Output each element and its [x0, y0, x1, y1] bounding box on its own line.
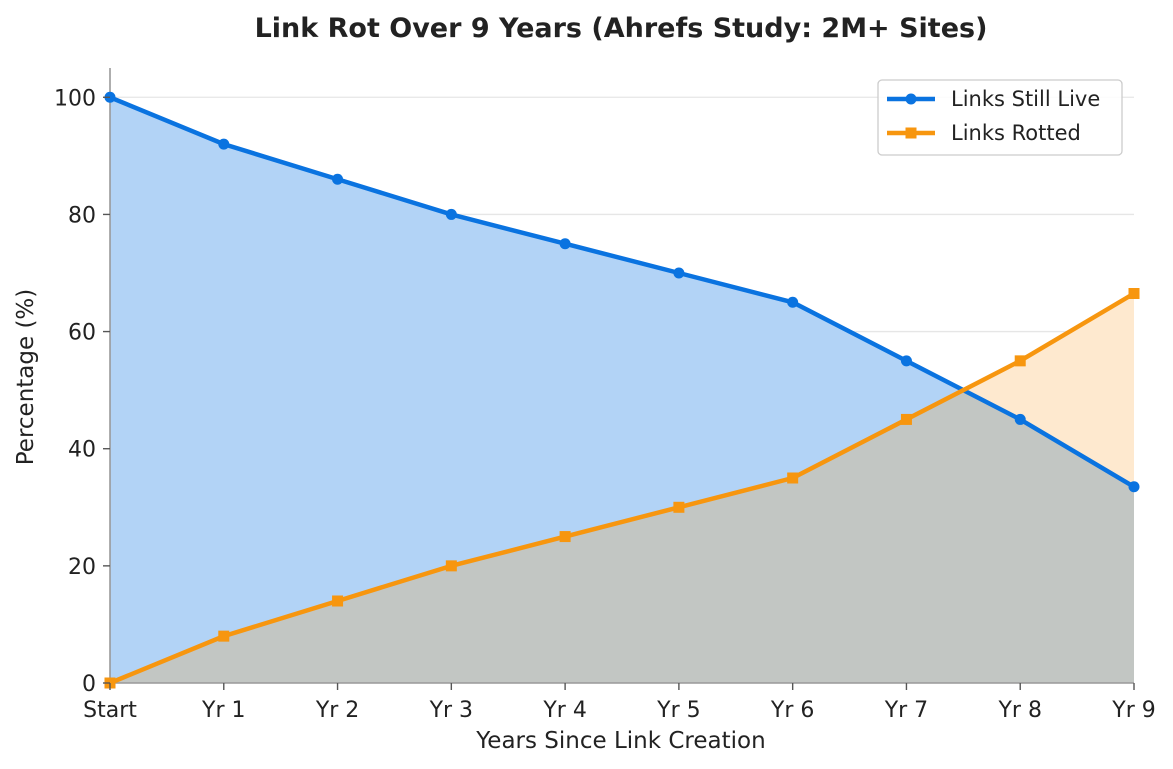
area-fills	[110, 97, 1134, 684]
legend: Links Still Live Links Rotted	[877, 79, 1123, 156]
point-links-still-live-6	[787, 296, 799, 308]
x-tick-label-4: Yr 4	[542, 698, 586, 723]
point-links-rotted-2	[332, 595, 344, 607]
point-links-still-live-3	[445, 208, 457, 220]
axis-spines	[109, 68, 1134, 684]
x-tick-label-8: Yr 8	[997, 698, 1041, 723]
y-axis-label: Percentage (%)	[13, 289, 39, 466]
legend-label-links-still-live: Links Still Live	[951, 87, 1100, 111]
point-links-still-live-5	[673, 267, 685, 279]
point-links-rotted-8	[1014, 355, 1026, 367]
x-tick-label-5: Yr 5	[656, 698, 700, 723]
x-axis-label: Years Since Link Creation	[475, 728, 765, 754]
x-tick-label-9: Yr 9	[1111, 698, 1155, 723]
series-line-links-rotted	[107, 291, 1137, 686]
x-tick-label-2: Yr 2	[315, 698, 359, 723]
legend-marker-links-still-live	[905, 93, 917, 105]
legend-box	[877, 79, 1123, 156]
x-tick-label-3: Yr 3	[429, 698, 473, 723]
x-tick-label-7: Yr 7	[884, 698, 928, 723]
point-links-rotted-6	[787, 472, 799, 484]
point-links-rotted-5	[673, 501, 685, 513]
point-links-still-live-9	[1128, 481, 1140, 493]
y-tick-label-4: 80	[68, 203, 96, 228]
point-links-rotted-9	[1128, 288, 1140, 299]
series-lines	[107, 95, 1137, 686]
point-links-still-live-2	[332, 173, 344, 185]
axis-ticks: Start Yr 1 Yr 2 Yr 3 Yr 4 Yr 5 Yr 6 Yr 7 Yr 8 Yr …	[54, 86, 1156, 723]
legend-label-links-rotted: Links Rotted	[951, 121, 1081, 145]
point-links-still-live-8	[1014, 413, 1026, 425]
point-links-rotted-7	[900, 413, 912, 425]
chart-title: Link Rot Over 9 Years (Ahrefs Study: 2M+…	[255, 13, 988, 44]
y-tick-label-5: 100	[54, 86, 96, 111]
x-tick-label-6: Yr 6	[770, 698, 814, 723]
x-tick-label-0: Start	[83, 698, 137, 723]
point-links-still-live-7	[900, 355, 912, 367]
point-links-rotted-3	[445, 560, 457, 572]
y-tick-label-2: 40	[68, 438, 96, 463]
point-links-still-live-1	[218, 138, 230, 150]
x-tick-label-1: Yr 1	[201, 698, 245, 723]
legend-marker-links-rotted	[905, 127, 917, 139]
y-tick-label-0: 0	[82, 672, 96, 697]
area-fill-overlap	[110, 293, 1134, 683]
point-links-rotted-1	[218, 630, 230, 642]
y-tick-label-1: 20	[68, 555, 96, 580]
y-tick-label-3: 60	[68, 321, 96, 346]
point-links-still-live-4	[559, 238, 571, 250]
point-links-rotted-4	[559, 531, 571, 543]
